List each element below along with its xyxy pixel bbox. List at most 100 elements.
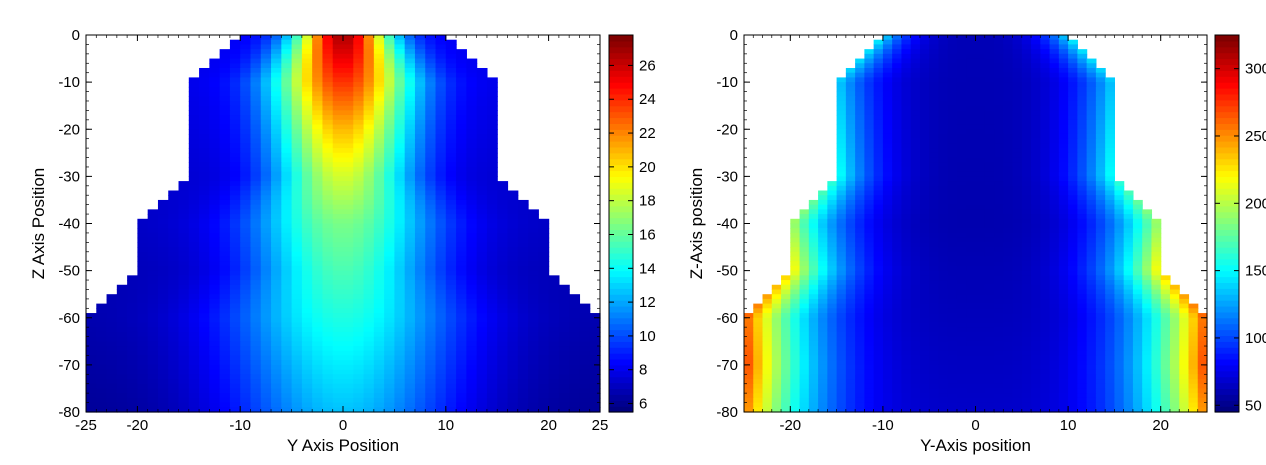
heat-cell xyxy=(435,313,447,319)
heat-cell xyxy=(260,199,272,206)
heat-cell xyxy=(271,129,282,135)
heat-cell xyxy=(188,209,200,215)
heat-cell xyxy=(435,96,447,102)
heat-cell xyxy=(938,39,949,46)
heat-cell xyxy=(984,256,995,262)
heat-cell xyxy=(445,256,457,262)
heat-cell xyxy=(845,115,856,121)
heat-cell xyxy=(456,270,467,276)
heat-cell xyxy=(219,148,231,154)
heat-cell xyxy=(517,407,529,413)
heat-cell xyxy=(147,383,159,390)
heat-cell xyxy=(250,289,262,295)
heat-cell xyxy=(1049,176,1060,182)
heat-cell xyxy=(96,379,108,385)
heat-cell xyxy=(873,218,884,225)
heat-cell xyxy=(938,138,949,144)
heat-cell xyxy=(116,364,128,371)
heat-cell xyxy=(466,350,478,357)
heat-cell xyxy=(1105,129,1115,135)
heat-cell xyxy=(240,63,252,69)
heat-cell xyxy=(116,350,128,357)
heat-cell xyxy=(312,322,324,328)
heat-cell xyxy=(229,331,241,338)
heat-cell xyxy=(966,256,977,262)
heat-cell xyxy=(1114,209,1125,215)
heat-cell xyxy=(332,383,344,390)
heat-cell xyxy=(476,308,488,314)
heat-cell xyxy=(1058,176,1069,182)
heat-cell xyxy=(353,143,365,149)
heat-cell xyxy=(1086,72,1097,79)
heat-cell xyxy=(919,171,930,177)
heat-cell xyxy=(250,138,262,144)
heat-cell xyxy=(507,232,519,239)
heat-cell xyxy=(1003,218,1014,225)
heat-cell xyxy=(919,49,930,55)
heat-cell xyxy=(291,86,303,93)
heat-cell xyxy=(984,44,995,50)
heat-cell xyxy=(384,294,395,300)
heat-cell xyxy=(404,265,416,272)
heat-cell xyxy=(384,44,395,50)
heat-cell xyxy=(517,369,529,375)
heat-cell xyxy=(855,124,865,130)
heat-cell xyxy=(1077,223,1088,229)
heat-cell xyxy=(938,148,949,154)
heat-cell xyxy=(1077,265,1088,272)
heat-cell xyxy=(363,322,375,328)
heat-cell xyxy=(528,284,539,291)
heat-cell xyxy=(281,374,293,380)
heat-cell xyxy=(137,341,149,347)
heat-cell xyxy=(790,228,801,234)
heat-cell xyxy=(1068,138,1078,144)
heat-cell xyxy=(1114,228,1125,234)
heat-cell xyxy=(178,204,190,210)
heat-cell xyxy=(301,39,313,46)
heat-cell xyxy=(240,317,252,324)
heat-cell xyxy=(507,397,519,404)
heat-cell xyxy=(1058,152,1069,159)
heat-cell xyxy=(864,190,875,196)
heat-cell xyxy=(353,67,365,74)
heat-cell xyxy=(209,237,221,243)
heat-cell xyxy=(1086,86,1097,93)
heat-cell xyxy=(353,218,365,225)
heat-cell xyxy=(1040,148,1051,154)
heat-cell xyxy=(892,63,903,69)
heat-cell xyxy=(353,72,365,79)
heat-cell xyxy=(229,176,241,182)
heat-cell xyxy=(332,181,344,187)
heat-cell xyxy=(353,166,365,173)
heat-cell xyxy=(1123,265,1134,272)
heat-cell xyxy=(1077,143,1088,149)
heat-cell xyxy=(1086,247,1097,253)
heat-cell xyxy=(892,133,903,140)
heat-cell xyxy=(1003,143,1014,149)
heat-cell xyxy=(901,171,912,177)
heat-cell xyxy=(250,303,262,309)
heat-cell xyxy=(1021,91,1032,97)
heat-cell xyxy=(528,247,539,253)
heat-cell xyxy=(486,115,498,121)
heat-cell xyxy=(486,270,498,276)
heat-cell xyxy=(1142,209,1153,215)
heat-cell xyxy=(229,402,241,408)
heat-cell xyxy=(384,124,395,130)
heat-cell xyxy=(312,133,324,140)
heat-cell xyxy=(209,133,221,140)
heat-cell xyxy=(947,199,958,206)
heat-cell xyxy=(209,360,221,366)
heat-cell xyxy=(1040,265,1051,272)
heat-cell xyxy=(827,209,838,215)
heat-cell xyxy=(466,96,478,102)
heat-cell xyxy=(322,298,334,305)
heat-cell xyxy=(414,82,426,88)
heat-cell xyxy=(456,119,467,126)
heat-cell xyxy=(291,166,303,173)
heat-cell xyxy=(548,303,560,309)
heat-cell xyxy=(486,91,498,97)
heat-cell xyxy=(466,138,478,144)
heat-cell xyxy=(219,77,231,83)
colorbar-swatch xyxy=(609,247,633,254)
